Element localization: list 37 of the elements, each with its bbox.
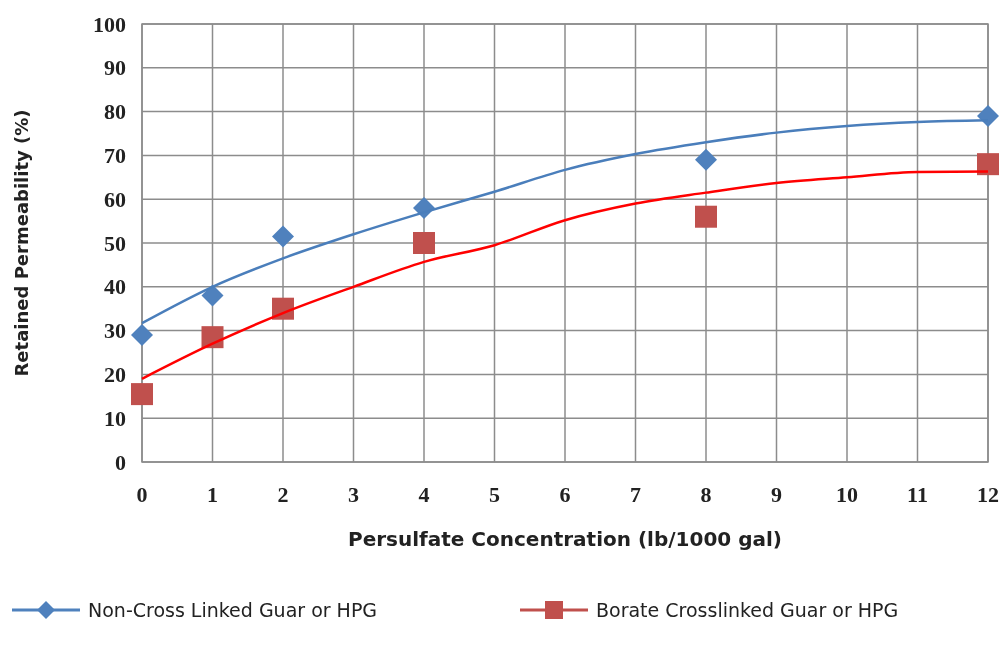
x-tick-label: 5 [489, 481, 500, 507]
point [977, 153, 999, 176]
x-tick-label: 3 [348, 481, 359, 507]
x-tick-label: 6 [559, 481, 571, 507]
y-tick-label: 90 [104, 55, 126, 81]
point [131, 383, 153, 406]
y-tick-label: 80 [104, 99, 126, 125]
y-tick-label: 20 [104, 361, 126, 387]
x-tick-label: 1 [207, 481, 218, 507]
point [695, 205, 717, 228]
y-tick-label: 70 [104, 142, 126, 168]
x-tick-label: 4 [418, 481, 430, 507]
x-tick-label: 10 [836, 481, 858, 507]
point [413, 232, 435, 254]
y-tick-label: 60 [104, 186, 126, 212]
point [695, 148, 717, 171]
x-tick-label: 2 [277, 481, 289, 507]
y-tick-label: 100 [93, 11, 126, 37]
y-tick-label: 10 [104, 405, 126, 431]
x-tick-label: 8 [700, 481, 712, 507]
y-tick-label: 30 [104, 318, 126, 344]
y-tick-label: 40 [104, 274, 126, 300]
y-tick-label: 0 [115, 449, 126, 475]
x-tick-label: 9 [771, 481, 782, 507]
x-tick-label: 7 [630, 481, 641, 507]
x-tick-label: 12 [977, 481, 999, 507]
legend-label: Borate Crosslinked Guar or HPG [596, 599, 899, 621]
y-axis-title: Retained Permeability (%) [11, 109, 32, 377]
point [272, 225, 294, 248]
x-tick-label: 11 [907, 481, 928, 507]
y-tick-label: 50 [104, 230, 126, 256]
legend-label: Non-Cross Linked Guar or HPG [88, 599, 378, 621]
x-tick-label: 0 [136, 481, 148, 507]
point [131, 323, 153, 346]
point [977, 104, 999, 127]
x-axis-title: Persulfate Concentration (lb/1000 gal) [347, 527, 783, 551]
point [201, 284, 224, 307]
